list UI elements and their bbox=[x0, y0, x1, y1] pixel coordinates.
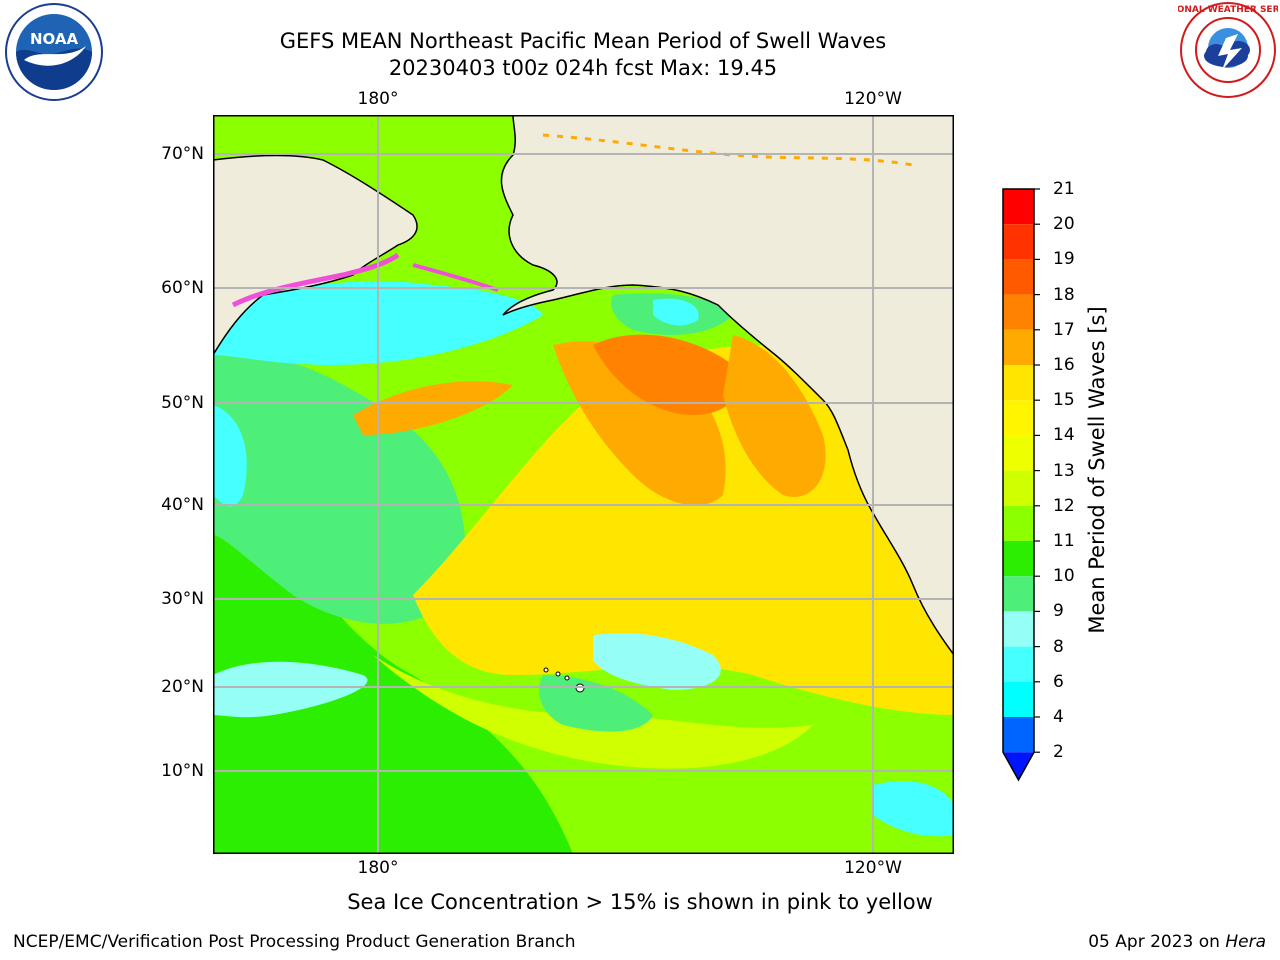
lat-label-70n: 70°N bbox=[161, 144, 204, 164]
colorbar-label-8: 8 bbox=[1053, 637, 1064, 657]
lat-label-30n: 30°N bbox=[161, 589, 204, 609]
colorbar-label-19: 19 bbox=[1053, 249, 1075, 269]
colorbar-label-20: 20 bbox=[1053, 214, 1075, 234]
bottom-lon-label-180: 180° bbox=[357, 858, 399, 878]
noaa-logo: NOAA bbox=[4, 2, 104, 102]
colorbar-segment-2-4 bbox=[1003, 717, 1034, 753]
colorbar-label-4: 4 bbox=[1053, 707, 1064, 727]
colorbar-segment-16-17 bbox=[1003, 329, 1034, 365]
colorbar-title: Mean Period of Swell Waves [s] bbox=[1085, 306, 1109, 634]
nws-logo: NATIONAL WEATHER SERVICE bbox=[1153, 0, 1280, 100]
colorbar-label-6: 6 bbox=[1053, 672, 1064, 692]
colorbar-segment-8-9 bbox=[1003, 611, 1034, 647]
colorbar-segment-10-11 bbox=[1003, 541, 1034, 577]
footer-credit: NCEP/EMC/Verification Post Processing Pr… bbox=[13, 932, 576, 952]
colorbar-segment-20-21 bbox=[1003, 189, 1034, 225]
top-lon-label-180: 180° bbox=[357, 89, 399, 109]
bottom-lon-label-120w: 120°W bbox=[844, 858, 902, 878]
swell-field-lime-belt bbox=[373, 655, 813, 769]
colorbar-segment-13-14 bbox=[1003, 435, 1034, 471]
sea-ice-note: Sea Ice Concentration > 15% is shown in … bbox=[347, 890, 933, 914]
swell-field-cyan-sw bbox=[213, 661, 368, 718]
colorbar-label-10: 10 bbox=[1053, 566, 1075, 586]
swell-field-cyan-gulf bbox=[653, 298, 699, 326]
colorbar-label-14: 14 bbox=[1053, 425, 1075, 445]
chart-title-line1: GEFS MEAN Northeast Pacific Mean Period … bbox=[279, 29, 887, 53]
colorbar-label-21: 21 bbox=[1053, 179, 1075, 199]
nws-logo-text: NATIONAL WEATHER SERVICE bbox=[1178, 5, 1278, 15]
map-gridlines bbox=[213, 115, 954, 854]
colorbar-extend-arrow bbox=[1003, 752, 1034, 780]
swell-field-cyan-se bbox=[873, 781, 954, 837]
colorbar-segment-17-18 bbox=[1003, 294, 1034, 330]
footer-date: 05 Apr 2023 on Hera bbox=[1088, 932, 1266, 952]
colorbar bbox=[1000, 187, 1040, 787]
colorbar-segment-4-6 bbox=[1003, 681, 1034, 717]
colorbar-label-15: 15 bbox=[1053, 390, 1075, 410]
colorbar-segment-19-20 bbox=[1003, 224, 1034, 260]
footer-host: Hera bbox=[1225, 932, 1266, 952]
swell-field-green-hawaii bbox=[539, 675, 653, 732]
map-panel bbox=[213, 115, 954, 854]
colorbar-segment-6-8 bbox=[1003, 646, 1034, 682]
swell-field-cyan-west bbox=[213, 405, 247, 507]
colorbar-label-12: 12 bbox=[1053, 496, 1075, 516]
colorbar-segment-14-15 bbox=[1003, 400, 1034, 436]
colorbar-label-2: 2 bbox=[1053, 742, 1064, 762]
lat-label-40n: 40°N bbox=[161, 495, 204, 515]
swell-field-cyan-hawaii bbox=[593, 633, 721, 690]
lat-label-60n: 60°N bbox=[161, 278, 204, 298]
swell-field-orange-coast bbox=[723, 335, 826, 497]
sea-ice-bering bbox=[231, 252, 400, 308]
top-lon-label-120w: 120°W bbox=[844, 89, 902, 109]
lat-label-50n: 50°N bbox=[161, 393, 204, 413]
swell-field-orange-north bbox=[593, 334, 741, 415]
swell-field-green-southeast bbox=[593, 695, 954, 854]
colorbar-segment-15-16 bbox=[1003, 365, 1034, 401]
colorbar-label-18: 18 bbox=[1053, 285, 1075, 305]
colorbar-segment-18-19 bbox=[1003, 259, 1034, 295]
swell-field-orange-west bbox=[353, 381, 513, 435]
colorbar-label-17: 17 bbox=[1053, 320, 1075, 340]
colorbar-label-13: 13 bbox=[1053, 461, 1075, 481]
footer-date-text: 05 Apr 2023 on bbox=[1088, 932, 1226, 952]
colorbar-segment-11-12 bbox=[1003, 505, 1034, 541]
lat-label-20n: 20°N bbox=[161, 677, 204, 697]
noaa-logo-text: NOAA bbox=[30, 30, 79, 48]
chart-title-line2: 20230403 t00z 024h fcst Max: 19.45 bbox=[388, 56, 778, 80]
colorbar-segment-9-10 bbox=[1003, 576, 1034, 612]
colorbar-segment-12-13 bbox=[1003, 470, 1034, 506]
colorbar-label-9: 9 bbox=[1053, 601, 1064, 621]
lat-label-10n: 10°N bbox=[161, 761, 204, 781]
colorbar-label-16: 16 bbox=[1053, 355, 1075, 375]
colorbar-label-11: 11 bbox=[1053, 531, 1075, 551]
swell-field-green-west bbox=[213, 353, 466, 624]
